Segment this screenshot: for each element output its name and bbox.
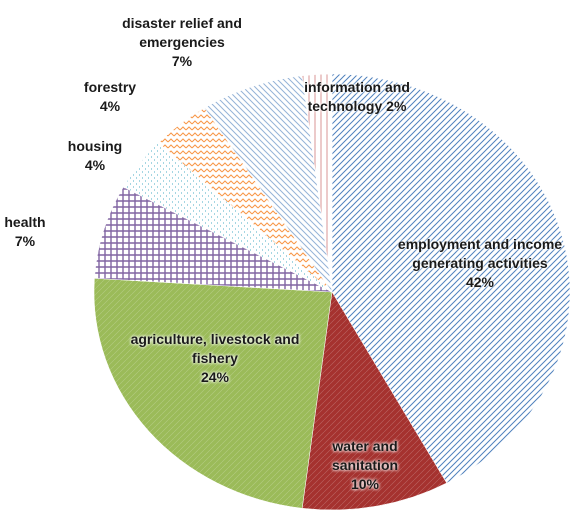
slice-label: health 7% — [0, 213, 55, 251]
slice-label: employment and income generating activit… — [393, 235, 568, 292]
category-label: information and technology — [304, 79, 410, 114]
category-label: employment and income generating activit… — [397, 236, 563, 271]
category-label: health — [4, 214, 46, 230]
slice-label: forestry 4% — [75, 78, 145, 116]
pie-slice — [93, 278, 333, 509]
value-label: 7% — [171, 53, 193, 69]
slice-label: disaster relief and emergencies 7% — [97, 14, 267, 71]
pie-slice — [301, 73, 333, 293]
value-label: 7% — [14, 233, 36, 249]
value-label: 24% — [200, 369, 230, 385]
category-label: water and sanitation — [331, 438, 399, 473]
pie-slice — [301, 291, 448, 511]
category-label: disaster relief and emergencies — [122, 15, 242, 50]
category-label: forestry — [83, 79, 137, 95]
value-label: 42% — [465, 274, 495, 290]
pie-slice — [94, 186, 333, 293]
slice-label: housing 4% — [60, 137, 130, 175]
value-label: 10% — [350, 476, 380, 492]
value-label: 2% — [386, 98, 407, 114]
value-label: 4% — [99, 98, 121, 114]
slice-label: agriculture, livestock and fishery 24% — [128, 330, 303, 387]
slice-label: water and sanitation 10% — [318, 437, 413, 494]
value-label: 4% — [84, 157, 106, 173]
slice-label: information and technology 2% — [287, 78, 427, 116]
category-label: agriculture, livestock and fishery — [130, 331, 300, 366]
pie-slice — [331, 73, 571, 484]
category-label: housing — [67, 138, 123, 154]
pie-slice — [204, 75, 333, 293]
